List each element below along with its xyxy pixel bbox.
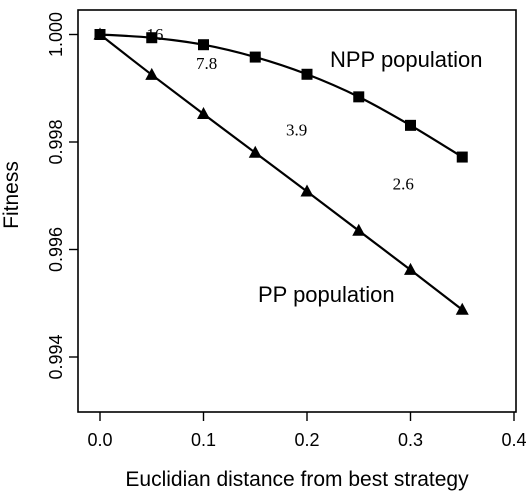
square-marker xyxy=(353,91,365,103)
triangle-marker xyxy=(404,262,417,275)
square-marker xyxy=(198,39,209,51)
annotation-label: 3.9 xyxy=(286,121,307,140)
plot-frame xyxy=(77,9,517,413)
annotation-label: 16 xyxy=(146,25,163,44)
square-marker xyxy=(301,68,313,80)
x-tick-label: 0.1 xyxy=(191,430,216,450)
annotation-label: 2.6 xyxy=(393,174,414,193)
triangle-marker xyxy=(248,145,262,158)
triangle-marker xyxy=(93,27,107,40)
series-layer xyxy=(93,27,469,315)
triangle-marker xyxy=(300,184,314,197)
x-tick-label: 0.2 xyxy=(294,430,319,450)
square-marker xyxy=(249,51,261,63)
axes: 0.0 0.1 0.2 0.3 0.4 0.994 0.996 0.998 1.000 xyxy=(46,9,527,450)
triangle-marker xyxy=(455,302,469,315)
triangle-marker xyxy=(145,67,159,80)
y-tick-label: 0.994 xyxy=(46,334,66,379)
triangle-marker xyxy=(352,223,366,236)
x-tick-label: 0.3 xyxy=(398,430,423,450)
y-tick-label: 1.000 xyxy=(46,12,66,57)
x-tick-label: 0.4 xyxy=(501,430,526,450)
square-marker xyxy=(146,32,158,44)
x-tick-label: 0.0 xyxy=(87,430,112,450)
y-axis-title: Fitness xyxy=(0,161,23,229)
x-axis-title: Euclidian distance from best strategy xyxy=(125,468,469,491)
y-tick-label: 0.996 xyxy=(46,227,66,272)
series-label-npp: NPP population xyxy=(330,47,483,72)
triangle-marker xyxy=(197,107,210,120)
series-label-pp: PP population xyxy=(258,282,395,307)
square-marker xyxy=(456,151,468,163)
square-marker xyxy=(405,119,416,131)
annotations: 16 7.8 3.9 2.6 xyxy=(146,25,414,193)
y-tick-label: 0.998 xyxy=(46,119,66,164)
annotation-label: 7.8 xyxy=(196,54,217,73)
